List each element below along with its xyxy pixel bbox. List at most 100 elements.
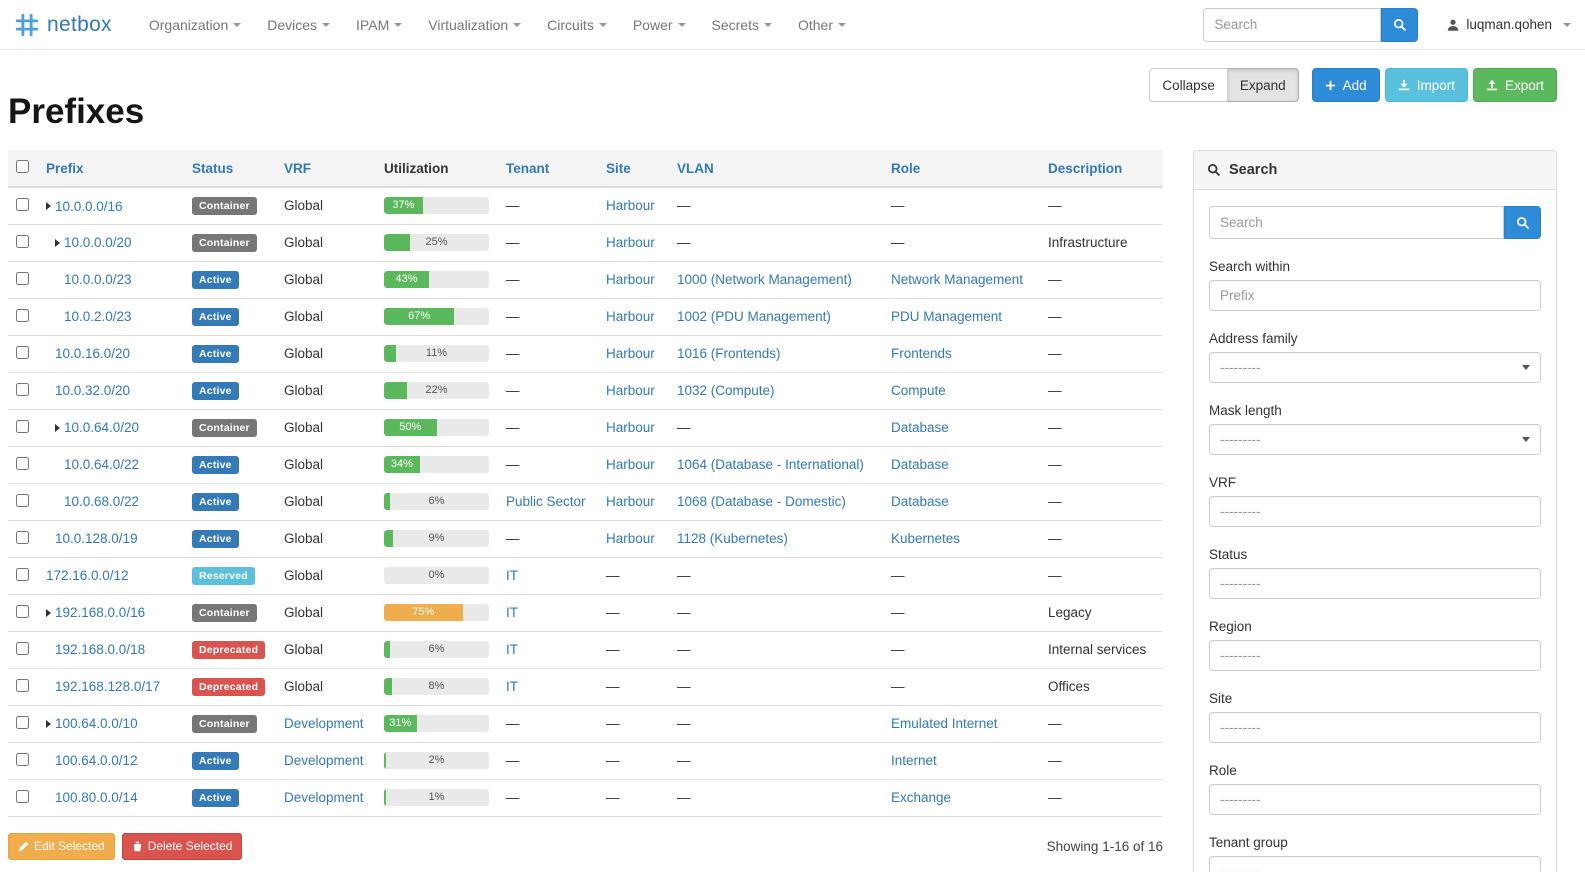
search-within-input[interactable] (1209, 280, 1541, 311)
nav-item-organization[interactable]: Organization (136, 1, 254, 49)
nav-item-other[interactable]: Other (785, 1, 859, 49)
site-link[interactable]: Harbour (606, 457, 655, 472)
site-filter-select[interactable]: --------- (1209, 712, 1541, 743)
prefix-link[interactable]: 192.168.128.0/17 (55, 679, 161, 694)
vrf-link[interactable]: Development (284, 790, 364, 805)
column-header-vrf[interactable]: VRF (284, 160, 311, 176)
prefix-link[interactable]: 100.64.0.0/12 (55, 753, 138, 768)
role-filter-select[interactable]: --------- (1209, 784, 1541, 815)
tenant-link[interactable]: IT (506, 605, 518, 620)
row-checkbox[interactable] (16, 604, 29, 618)
site-link[interactable]: Harbour (606, 383, 655, 398)
column-header-site[interactable]: Site (606, 160, 631, 176)
row-checkbox[interactable] (16, 419, 29, 433)
filter-search-button[interactable] (1504, 206, 1541, 239)
vrf-filter-select[interactable]: --------- (1209, 496, 1541, 527)
row-checkbox[interactable] (16, 641, 29, 655)
region-filter-select[interactable]: --------- (1209, 640, 1541, 671)
role-link[interactable]: Emulated Internet (891, 716, 998, 731)
row-checkbox[interactable] (16, 715, 29, 729)
site-link[interactable]: Harbour (606, 494, 655, 509)
vlan-link[interactable]: 1002 (PDU Management) (677, 309, 831, 324)
role-link[interactable]: Internet (891, 753, 937, 768)
edit-selected-button[interactable]: Edit Selected (8, 832, 115, 860)
vrf-link[interactable]: Development (284, 716, 364, 731)
expand-caret-icon[interactable] (55, 238, 60, 247)
site-link[interactable]: Harbour (606, 531, 655, 546)
row-checkbox[interactable] (16, 382, 29, 396)
status-filter-select[interactable]: --------- (1209, 568, 1541, 599)
prefix-link[interactable]: 10.0.128.0/19 (55, 531, 138, 546)
prefix-link[interactable]: 10.0.68.0/22 (64, 494, 140, 509)
prefix-link[interactable]: 100.64.0.0/10 (55, 716, 138, 732)
site-link[interactable]: Harbour (606, 272, 655, 287)
column-header-tenant[interactable]: Tenant (506, 160, 550, 176)
user-menu[interactable]: luqman.qohen (1446, 17, 1571, 32)
row-checkbox[interactable] (16, 197, 29, 211)
vrf-link[interactable]: Development (284, 753, 364, 768)
prefix-link[interactable]: 10.0.32.0/20 (55, 383, 131, 398)
filter-search-input[interactable] (1209, 206, 1504, 239)
navbar-search-input[interactable] (1203, 7, 1382, 42)
row-checkbox[interactable] (16, 345, 29, 359)
row-checkbox[interactable] (16, 789, 29, 803)
role-link[interactable]: Kubernetes (891, 531, 961, 546)
expand-caret-icon[interactable] (55, 423, 60, 432)
prefix-link[interactable]: 10.0.2.0/23 (64, 309, 132, 324)
vlan-link[interactable]: 1128 (Kubernetes) (677, 531, 788, 546)
address-family-select[interactable]: --------- (1209, 352, 1541, 383)
vlan-link[interactable]: 1064 (Database - International) (677, 457, 864, 472)
netbox-brand-link[interactable]: netbox (14, 12, 112, 38)
expand-button[interactable]: Expand (1227, 68, 1299, 102)
tenant-link[interactable]: IT (506, 679, 518, 694)
collapse-button[interactable]: Collapse (1149, 68, 1228, 102)
prefix-link[interactable]: 172.16.0.0/12 (46, 568, 129, 583)
role-link[interactable]: Frontends (891, 346, 952, 361)
site-link[interactable]: Harbour (606, 198, 655, 214)
column-header-prefix[interactable]: Prefix (46, 160, 84, 176)
prefix-link[interactable]: 10.0.0.0/20 (64, 235, 132, 251)
row-checkbox[interactable] (16, 752, 29, 766)
row-checkbox[interactable] (16, 567, 29, 581)
nav-item-virtualization[interactable]: Virtualization (415, 1, 534, 49)
nav-item-circuits[interactable]: Circuits (534, 1, 620, 49)
site-link[interactable]: Harbour (606, 420, 655, 435)
nav-item-secrets[interactable]: Secrets (699, 1, 785, 49)
nav-item-power[interactable]: Power (620, 1, 699, 49)
role-link[interactable]: Database (891, 494, 949, 509)
prefix-link[interactable]: 10.0.0.0/23 (64, 272, 132, 287)
role-link[interactable]: Database (891, 457, 949, 472)
expand-caret-icon[interactable] (46, 608, 51, 617)
export-button[interactable]: Export (1472, 68, 1557, 102)
nav-item-devices[interactable]: Devices (254, 1, 343, 49)
column-header-status[interactable]: Status (192, 160, 234, 176)
role-link[interactable]: Network Management (891, 272, 1024, 287)
vlan-link[interactable]: 1032 (Compute) (677, 383, 775, 398)
role-link[interactable]: Compute (891, 383, 946, 398)
expand-caret-icon[interactable] (46, 719, 51, 728)
prefix-link[interactable]: 10.0.0.0/16 (55, 198, 123, 214)
role-link[interactable]: Database (891, 420, 949, 435)
select-all-checkbox[interactable] (16, 160, 29, 173)
row-checkbox[interactable] (16, 493, 29, 507)
column-header-role[interactable]: Role (891, 160, 921, 176)
site-link[interactable]: Harbour (606, 309, 655, 324)
expand-caret-icon[interactable] (46, 202, 51, 210)
tenant-link[interactable]: IT (506, 642, 518, 657)
vlan-link[interactable]: 1068 (Database - Domestic) (677, 494, 846, 509)
row-checkbox[interactable] (16, 530, 29, 544)
prefix-link[interactable]: 10.0.64.0/22 (64, 457, 140, 472)
row-checkbox[interactable] (16, 678, 29, 692)
prefix-link[interactable]: 100.80.0.0/14 (55, 790, 138, 805)
column-header-description[interactable]: Description (1048, 160, 1123, 176)
prefix-link[interactable]: 192.168.0.0/16 (55, 605, 146, 621)
delete-selected-button[interactable]: Delete Selected (121, 832, 243, 860)
tenant-link[interactable]: Public Sector (506, 494, 586, 509)
vlan-link[interactable]: 1000 (Network Management) (677, 272, 852, 287)
row-checkbox[interactable] (16, 234, 29, 248)
tenant-group-filter-select[interactable]: --------- (1209, 856, 1541, 872)
prefix-link[interactable]: 10.0.64.0/20 (64, 420, 140, 436)
tenant-link[interactable]: IT (506, 568, 518, 583)
add-button[interactable]: Add (1311, 68, 1380, 102)
row-checkbox[interactable] (16, 271, 29, 285)
